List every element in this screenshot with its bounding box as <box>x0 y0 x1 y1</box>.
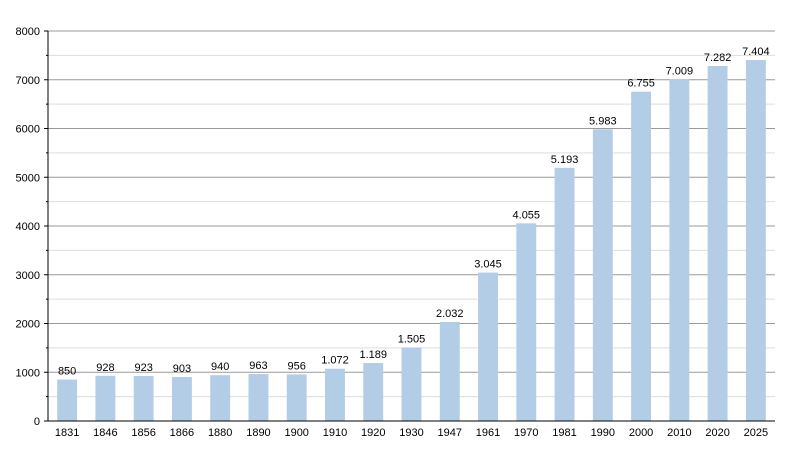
data-label-1900: 956 <box>288 360 306 372</box>
data-label-1866: 903 <box>173 363 191 375</box>
y-tick-label: 2000 <box>16 319 40 331</box>
x-tick-label: 1866 <box>170 427 194 439</box>
axes <box>44 30 775 422</box>
data-label-1890: 963 <box>249 360 267 372</box>
data-label-1846: 928 <box>96 362 114 374</box>
x-tick-label: 1930 <box>399 427 423 439</box>
x-tick-label: 2025 <box>744 427 768 439</box>
bar-1900 <box>286 374 307 421</box>
x-tick-label: 1990 <box>591 427 615 439</box>
data-label-1920: 1.189 <box>359 349 387 361</box>
bar-1947 <box>439 321 460 421</box>
y-tick-label: 0 <box>34 416 40 428</box>
bar-1890 <box>248 374 269 421</box>
bars <box>57 60 766 422</box>
data-label-1947: 2.032 <box>436 308 464 320</box>
data-label-1990: 5.983 <box>589 115 617 127</box>
data-label-1961: 3.045 <box>474 259 502 271</box>
data-label-1930: 1.505 <box>398 334 426 346</box>
x-tick-label: 1981 <box>552 427 576 439</box>
bar-1970 <box>516 223 537 421</box>
bar-2010 <box>669 79 690 421</box>
y-tick-label: 3000 <box>16 270 40 282</box>
bar-1880 <box>210 375 231 421</box>
x-tick-label: 1947 <box>438 427 462 439</box>
bar-1856 <box>133 376 154 421</box>
x-tick-label: 1846 <box>93 427 117 439</box>
y-tick-label: 5000 <box>16 172 40 184</box>
grid-lines <box>48 30 775 398</box>
bar-1846 <box>95 375 116 421</box>
x-tick-label: 1970 <box>514 427 538 439</box>
bar-1930 <box>401 347 422 421</box>
x-tick-label: 1856 <box>131 427 155 439</box>
y-tick-label: 1000 <box>16 367 40 379</box>
data-label-2010: 7.009 <box>666 65 694 77</box>
x-tick-label: 1880 <box>208 427 232 439</box>
x-tick-label: 1831 <box>55 427 79 439</box>
data-label-1831: 850 <box>58 366 76 378</box>
bar-1831 <box>57 379 78 421</box>
bar-1920 <box>363 363 384 421</box>
data-label-1910: 1.072 <box>321 355 349 367</box>
bar-1961 <box>478 272 498 421</box>
bar-1866 <box>171 376 192 421</box>
x-tick-label: 2020 <box>705 427 729 439</box>
y-tick-label: 8000 <box>16 26 40 38</box>
bar-2025 <box>745 60 766 422</box>
x-tick-label: 1910 <box>323 427 347 439</box>
bar-2000 <box>631 91 652 421</box>
bar-2020 <box>707 66 728 421</box>
labels: 0 1000 2000 3000 4000 5000 6000 7000 8000 850 1831… <box>16 26 770 439</box>
x-tick-label: 2000 <box>629 427 653 439</box>
x-tick-label: 1890 <box>246 427 270 439</box>
bar-1981 <box>554 167 575 421</box>
y-tick-label: 7000 <box>16 75 40 87</box>
y-tick-label: 6000 <box>16 124 40 136</box>
x-tick-label: 1961 <box>476 427 500 439</box>
data-label-1981: 5.193 <box>551 154 579 166</box>
x-tick-label: 1900 <box>284 427 308 439</box>
x-tick-label: 2010 <box>667 427 691 439</box>
data-label-1970: 4.055 <box>513 209 541 221</box>
y-tick-label: 4000 <box>16 221 40 233</box>
data-label-2025: 7.404 <box>742 46 770 58</box>
bar-1990 <box>592 129 613 422</box>
data-label-1856: 923 <box>134 362 152 374</box>
data-label-2020: 7.282 <box>704 52 732 64</box>
data-label-1880: 940 <box>211 361 229 373</box>
data-label-2000: 6.755 <box>627 78 655 90</box>
bar-1910 <box>325 368 345 421</box>
x-tick-label: 1920 <box>361 427 385 439</box>
